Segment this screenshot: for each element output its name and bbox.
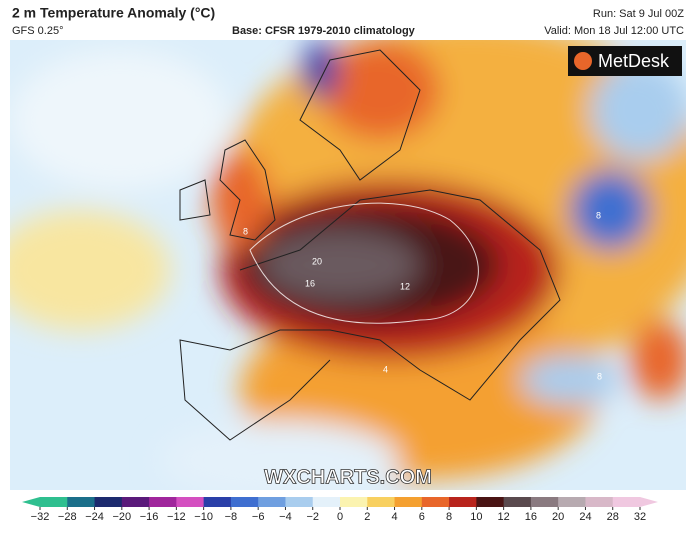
colorbar-tick-label: 4 (391, 511, 397, 523)
contour-label: 20 (312, 256, 322, 266)
watermark: WXCHARTS.COM (264, 466, 432, 488)
colorbar-tick-label: −20 (112, 511, 131, 523)
colorbar-segment (258, 497, 286, 507)
colorbar-segment (340, 497, 368, 507)
run: Run: Sat 9 Jul 00Z (593, 8, 684, 20)
colorbar-tick-label: 32 (634, 511, 646, 523)
coastline (179, 189, 561, 441)
logo-icon (574, 52, 592, 70)
colorbar-segment (421, 497, 450, 507)
colorbar-tick-label: −16 (140, 511, 159, 523)
colorbar-tick-label: −8 (225, 511, 238, 523)
colorbar-segment (367, 497, 396, 507)
valid: Valid: Mon 18 Jul 12:00 UTC (544, 25, 684, 37)
colorbar-segment (585, 497, 614, 507)
contour-label: 12 (400, 281, 410, 291)
colorbar-segment (612, 497, 641, 507)
contour-label: 8 (596, 210, 601, 220)
map: 20 16 12 8 8 8 4 MetDesk WXCHARTS.COM (10, 40, 686, 490)
colorbar-segment (94, 497, 123, 507)
colorbar-tick-label: −24 (85, 511, 104, 523)
colorbar-segment (230, 497, 259, 507)
coastline (179, 179, 211, 221)
base: Base: CFSR 1979-2010 climatology (232, 25, 416, 37)
colorbar-tick-label: −10 (194, 511, 213, 523)
colorbar-segment (312, 497, 341, 507)
colorbar-tick-label: −6 (252, 511, 265, 523)
colorbar-tick-label: 24 (579, 511, 591, 523)
model: GFS 0.25° (12, 25, 63, 37)
colorbar-extend-low (22, 497, 40, 507)
colorbar-tick-label: −28 (58, 511, 77, 523)
colorbar-tick-label: 12 (498, 511, 510, 523)
colorbar-tick-label: 6 (419, 511, 425, 523)
colorbar-segment (40, 497, 68, 507)
colorbar-tick-label: 16 (525, 511, 537, 523)
colorbar-segment (67, 497, 96, 507)
anomaly-field (10, 40, 686, 490)
colorbar-tick-label: −32 (31, 511, 50, 523)
colorbar-segment (449, 497, 477, 507)
coastline (299, 49, 421, 181)
contour-label: 16 (305, 278, 315, 288)
colorbar-segment (285, 497, 314, 507)
colorbar-tick-label: 20 (552, 511, 564, 523)
colorbar-tick-label: 0 (337, 511, 343, 523)
colorbar-segment (558, 497, 586, 507)
colorbar-tick-label: 8 (446, 511, 452, 523)
title: 2 m Temperature Anomaly (°C) (12, 5, 215, 21)
colorbar-segment (176, 497, 205, 507)
colorbar-segment (149, 497, 177, 507)
colorbar-tick-label: −12 (167, 511, 186, 523)
colorbar-segment (503, 497, 532, 507)
colorbar-segment (394, 497, 423, 507)
colorbar-tick-label: −4 (279, 511, 292, 523)
coastline (219, 139, 276, 241)
colorbar-segment (121, 497, 150, 507)
colorbar: −32 −28 −24 −20 −16 −12 −10 −8 −6 −4 −2 0 2 4 6 8 10 12 16… (22, 497, 658, 523)
colorbar-segment (203, 497, 232, 507)
colorbar-tick-label: 28 (607, 511, 619, 523)
logo: MetDesk (598, 51, 670, 71)
contour-label: 4 (383, 364, 388, 374)
contour-label: 8 (243, 226, 248, 236)
colorbar-tick-label: −2 (306, 511, 319, 523)
colorbar-segment (476, 497, 505, 507)
colorbar-tick-label: 2 (364, 511, 370, 523)
colorbar-tick-label: 10 (470, 511, 482, 523)
colorbar-extend-high (640, 497, 658, 507)
contour (249, 202, 479, 324)
colorbar-segment (530, 497, 559, 507)
contour-label: 8 (597, 371, 602, 381)
